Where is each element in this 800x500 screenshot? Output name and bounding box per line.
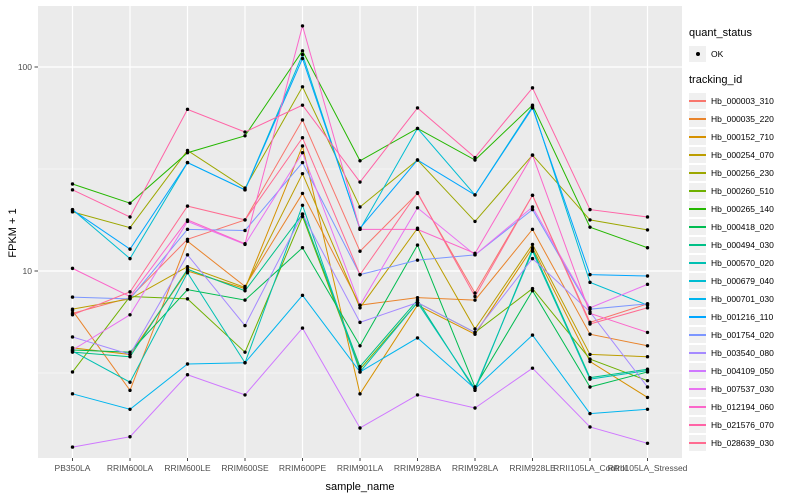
- legend-item-Hb_000152_710: Hb_000152_710: [689, 128, 799, 145]
- legend-key-line-icon: [689, 146, 706, 163]
- legend-item-label: Hb_000570_020: [711, 257, 774, 268]
- legend-item-label: Hb_004109_050: [711, 365, 774, 376]
- legend-key-line-icon: [689, 164, 706, 181]
- legend-key-line-icon: [689, 362, 706, 379]
- data-points: [70, 24, 650, 449]
- legend-key-line-icon: [689, 92, 706, 109]
- legend-item-Hb_000701_030: Hb_000701_030: [689, 290, 799, 307]
- legend-item-Hb_001754_020: Hb_001754_020: [689, 326, 799, 343]
- legend-key-line-icon: [689, 236, 706, 253]
- legend-key-line-icon: [689, 434, 706, 451]
- legend-item-Hb_000418_020: Hb_000418_020: [689, 218, 799, 235]
- legend-item-Hb_000265_140: Hb_000265_140: [689, 200, 799, 217]
- legend-item-label: Hb_000152_710: [711, 131, 774, 142]
- svg-text:RRII105LA_Stressed: RRII105LA_Stressed: [608, 463, 688, 473]
- legend-title-quant-status: quant_status: [689, 27, 752, 39]
- legend-key-line-icon: [689, 308, 706, 325]
- svg-text:RRIM928LA: RRIM928LA: [452, 463, 499, 473]
- legend-item-Hb_021576_070: Hb_021576_070: [689, 416, 799, 433]
- legend-item-Hb_004109_050: Hb_004109_050: [689, 362, 799, 379]
- legend-item-label: Hb_000494_030: [711, 239, 774, 250]
- svg-text:RRIM600SE: RRIM600SE: [221, 463, 269, 473]
- legend-item-Hb_007537_030: Hb_007537_030: [689, 380, 799, 397]
- legend-item-label: Hb_000679_040: [711, 275, 774, 286]
- svg-text:RRIM600LA: RRIM600LA: [107, 463, 154, 473]
- y-axis-tick-labels: 100 10: [18, 62, 32, 276]
- legend-item-label: Hb_012194_060: [711, 401, 774, 412]
- svg-text:RRIM600PE: RRIM600PE: [279, 463, 327, 473]
- legend-item-Hb_001216_110: Hb_001216_110: [689, 308, 799, 325]
- legend-item-Hb_000260_510: Hb_000260_510: [689, 182, 799, 199]
- legend-key-line-icon: [689, 272, 706, 289]
- svg-text:RRII105LA_Control: RRII105LA_Control: [553, 463, 627, 473]
- legend-item-Hb_000254_070: Hb_000254_070: [689, 146, 799, 163]
- legend-item-label: Hb_000260_510: [711, 185, 774, 196]
- legend-key-line-icon: [689, 218, 706, 235]
- x-axis-tick-labels: PB350LA RRIM600LA RRIM600LE RRIM600SE RRIM60…: [55, 463, 688, 473]
- legend-item-label: Hb_000256_230: [711, 167, 774, 178]
- legend-key-line-icon: [689, 326, 706, 343]
- legend-item-Hb_003540_080: Hb_003540_080: [689, 344, 799, 361]
- legend-item-label: Hb_003540_080: [711, 347, 774, 358]
- legend-item-ok: OK: [689, 45, 799, 62]
- legend-item-Hb_000679_040: Hb_000679_040: [689, 272, 799, 289]
- legend-item-Hb_028639_030: Hb_028639_030: [689, 434, 799, 451]
- legend-item-label: Hb_007537_030: [711, 383, 774, 394]
- legend-item-Hb_000256_230: Hb_000256_230: [689, 164, 799, 181]
- legend-key-line-icon: [689, 290, 706, 307]
- legend-key-line-icon: [689, 110, 706, 127]
- legend-item-label: Hb_001754_020: [711, 329, 774, 340]
- legend-item-Hb_000035_220: Hb_000035_220: [689, 110, 799, 127]
- legend-key-line-icon: [689, 380, 706, 397]
- legend-key-line-icon: [689, 182, 706, 199]
- y-axis-title: FPKM + 1: [7, 208, 19, 258]
- legend-key-line-icon: [689, 398, 706, 415]
- svg-text:RRIM600LE: RRIM600LE: [164, 463, 211, 473]
- legend-key-line-icon: [689, 254, 706, 271]
- legend-key-line-icon: [689, 416, 706, 433]
- axis-ticks: [34, 66, 648, 461]
- svg-text:PB350LA: PB350LA: [55, 463, 91, 473]
- svg-text:RRIM928BA: RRIM928BA: [394, 463, 442, 473]
- legend-item-Hb_000003_310: Hb_000003_310: [689, 92, 799, 109]
- legend-item-Hb_000570_020: Hb_000570_020: [689, 254, 799, 271]
- legend-item-Hb_012194_060: Hb_012194_060: [689, 398, 799, 415]
- legend-item-label: Hb_000265_140: [711, 203, 774, 214]
- legend-item-label: Hb_000003_310: [711, 95, 774, 106]
- legend-item-label: OK: [711, 48, 724, 59]
- gridlines: [38, 6, 682, 458]
- svg-text:RRIM901LA: RRIM901LA: [337, 463, 384, 473]
- legend-key-line-icon: [689, 128, 706, 145]
- svg-text:RRIM928LE: RRIM928LE: [509, 463, 556, 473]
- legend: quant_status OK tracking_id Hb_000003_31…: [689, 27, 799, 452]
- tracking-id-legend-items: Hb_000003_310 Hb_000035_220 Hb_000152_710 H…: [689, 92, 799, 451]
- x-axis-title: sample_name: [325, 481, 395, 493]
- ok-point-icon: [689, 45, 706, 62]
- legend-item-label: Hb_000254_070: [711, 149, 774, 160]
- legend-key-line-icon: [689, 344, 706, 361]
- legend-item-label: Hb_000035_220: [711, 113, 774, 124]
- svg-text:100: 100: [18, 62, 32, 72]
- legend-item-label: Hb_000418_020: [711, 221, 774, 232]
- legend-item-label: Hb_028639_030: [711, 437, 774, 448]
- legend-item-label: Hb_021576_070: [711, 419, 774, 430]
- legend-title-tracking-id: tracking_id: [689, 74, 743, 86]
- legend-item-Hb_000494_030: Hb_000494_030: [689, 236, 799, 253]
- legend-key-line-icon: [689, 200, 706, 217]
- svg-text:10: 10: [23, 266, 33, 276]
- legend-item-label: Hb_000701_030: [711, 293, 774, 304]
- legend-item-label: Hb_001216_110: [711, 311, 774, 322]
